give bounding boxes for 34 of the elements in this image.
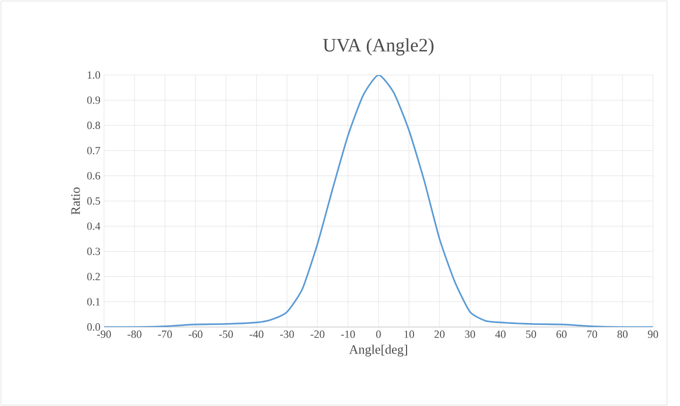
x-tick-label: 90 [648,330,658,338]
y-tick-label: 0.1 [87,298,100,306]
x-tick-label: 60 [556,330,567,338]
x-tick-label: -50 [219,330,233,338]
y-tick-label: 0.8 [87,122,100,130]
x-tick-label: 0 [376,330,381,338]
x-tick-label: -20 [310,330,324,338]
x-tick-label: -70 [158,330,172,338]
x-axis-title: Angle[deg] [349,344,408,357]
y-tick-label: 0.3 [87,248,100,256]
y-tick-label: 0.5 [87,197,100,205]
x-tick-label: 80 [617,330,628,338]
x-tick-label: 30 [465,330,476,338]
x-tick-label: 10 [404,330,414,338]
y-axis-title: Ratio [71,187,80,215]
x-tick-label: 40 [495,330,506,338]
y-tick-label: 0.6 [87,172,100,180]
y-tick-label: 0.2 [87,272,100,280]
x-tick-label: 20 [434,330,445,338]
x-tick-label: -80 [128,330,142,338]
x-tick-label: 50 [526,330,536,338]
x-tick-label: -90 [97,330,111,338]
y-tick-label: 0.0 [87,323,100,331]
x-tick-label: -40 [250,330,264,338]
x-tick-label: -10 [341,330,355,338]
y-tick-label: 0.9 [87,96,100,104]
y-tick-label: 0.4 [87,222,100,230]
chart-title: UVA (Angle2) [323,38,434,56]
y-tick-label: 0.7 [87,146,100,154]
y-tick-label: 1.0 [88,71,100,79]
x-tick-label: -60 [188,330,202,338]
x-tick-label: 70 [587,330,598,338]
line-series [104,74,653,327]
x-tick-label: -30 [280,330,294,338]
